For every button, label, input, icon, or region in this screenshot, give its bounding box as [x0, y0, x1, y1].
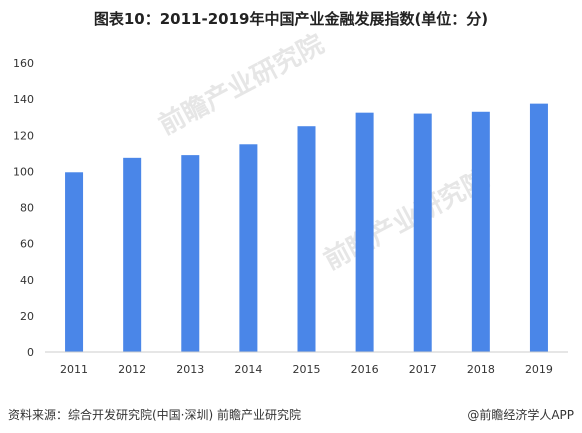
x-tick-label: 2014	[234, 363, 262, 376]
credit-note: @前瞻经济学人APP	[467, 408, 574, 422]
watermarks: 前瞻产业研究院 前瞻产业研究院	[154, 28, 494, 276]
x-tick-label: 2015	[293, 363, 321, 376]
x-tick-label: 2012	[118, 363, 146, 376]
bar-2019	[529, 103, 548, 352]
bar-2018	[471, 111, 490, 352]
y-tick-label: 40	[20, 274, 34, 287]
bar-2015	[297, 126, 316, 352]
watermark-text: 前瞻产业研究院	[319, 163, 494, 276]
y-tick-label: 140	[13, 93, 34, 106]
y-tick-label: 60	[20, 238, 34, 251]
bar-2013	[181, 155, 200, 352]
y-tick-label: 20	[20, 310, 34, 323]
x-tick-label: 2018	[467, 363, 495, 376]
bar-2011	[65, 172, 84, 352]
x-tick-label: 2013	[176, 363, 204, 376]
y-tick-label: 120	[13, 129, 34, 142]
x-tick-label: 2011	[60, 363, 88, 376]
bars	[65, 103, 548, 352]
watermark-text: 前瞻产业研究院	[154, 28, 329, 141]
bar-2012	[123, 157, 142, 352]
x-tick-label: 2017	[409, 363, 437, 376]
y-axis: 0 20 40 60 80 100 120 140 160	[13, 57, 34, 359]
x-tick-label: 2019	[525, 363, 553, 376]
y-tick-label: 100	[13, 165, 34, 178]
bar-2014	[239, 144, 258, 352]
bar-2017	[413, 113, 432, 352]
y-tick-label: 80	[20, 202, 34, 215]
x-axis: 2011 2012 2013 2014 2015 2016 2017 2018 2019	[60, 363, 553, 376]
y-tick-label: 0	[27, 346, 34, 359]
x-tick-label: 2016	[351, 363, 379, 376]
y-tick-label: 160	[13, 57, 34, 70]
source-note: 资料来源：综合开发研究院(中国·深圳) 前瞻产业研究院	[8, 408, 301, 422]
chart-title: 图表10：2011-2019年中国产业金融发展指数(单位：分)	[93, 10, 489, 28]
bar-2016	[355, 112, 374, 352]
